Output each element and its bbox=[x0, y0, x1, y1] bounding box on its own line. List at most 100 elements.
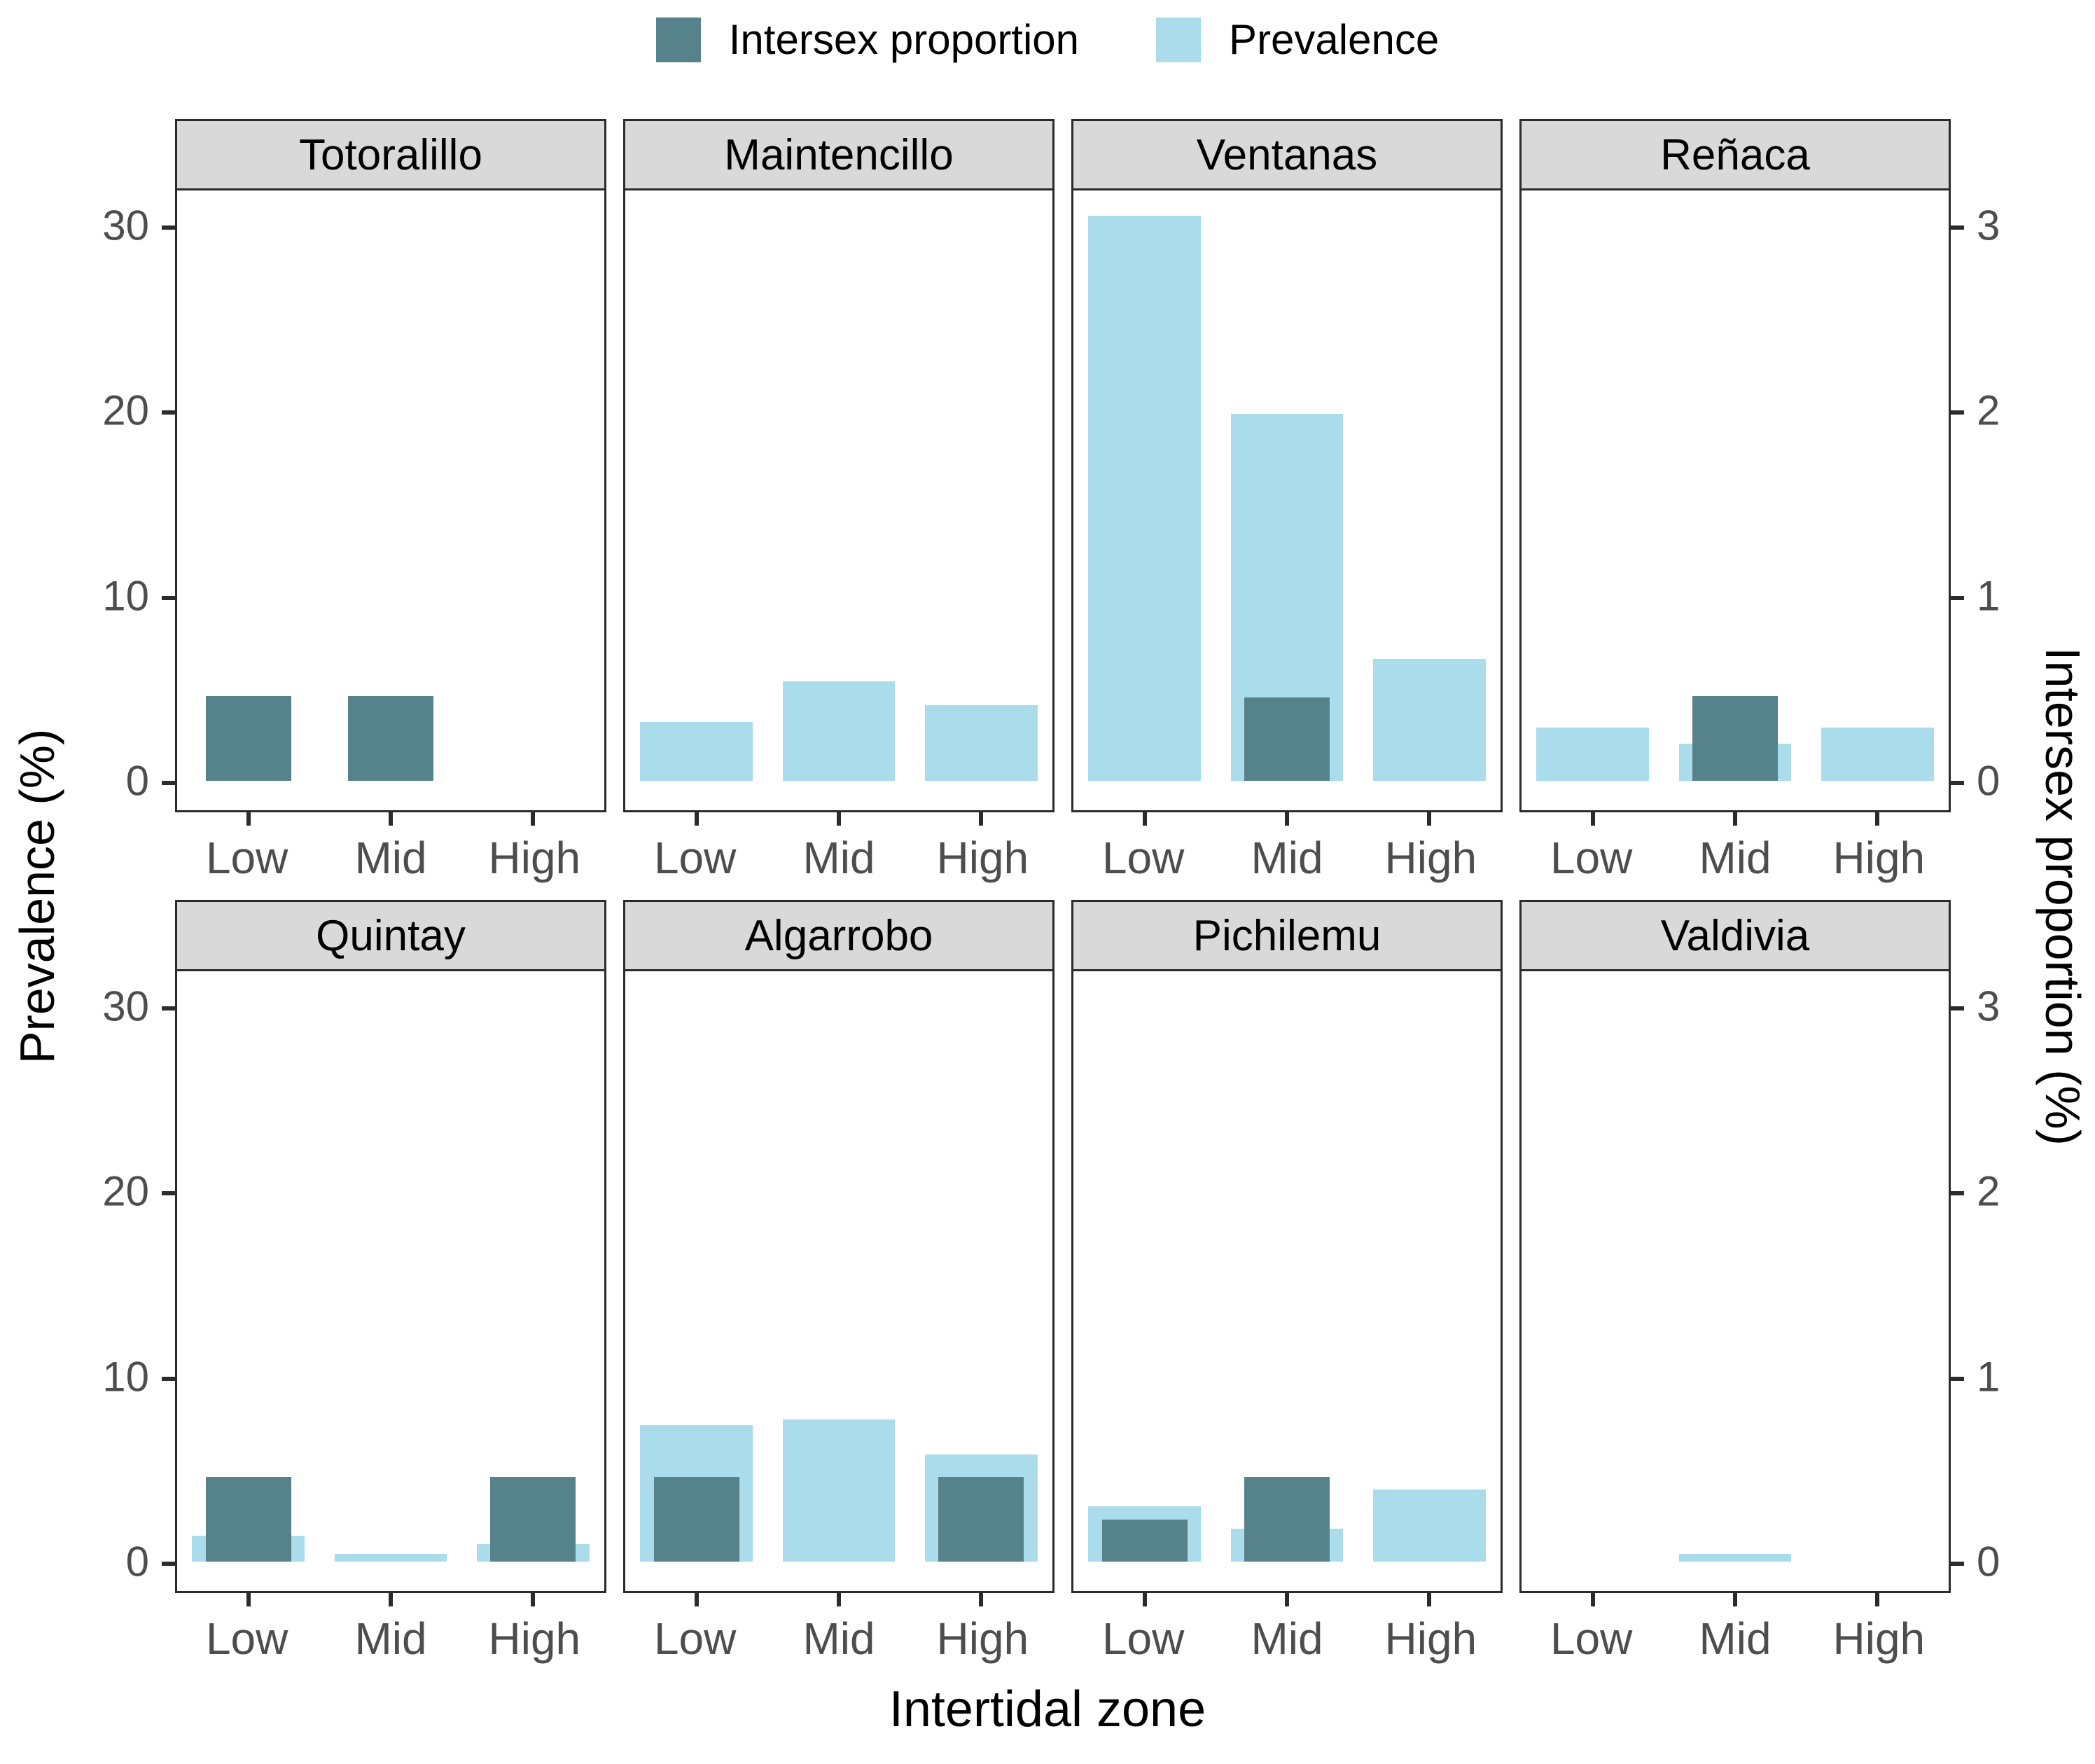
bar-prevalence-mid bbox=[1678, 1553, 1792, 1562]
plot-area: 0 1 2 3 bbox=[1519, 971, 2000, 1606]
facet-strip: Pichilemu bbox=[1071, 900, 1503, 971]
x-axis-label-low: Low bbox=[1101, 833, 1185, 883]
plot-area bbox=[623, 190, 1055, 826]
right-axis-tick bbox=[1949, 225, 1964, 230]
x-axis-label-high: High bbox=[488, 1613, 581, 1664]
right-axis-tick-label: 0 bbox=[1977, 1538, 2000, 1585]
bar-prevalence-high bbox=[1373, 658, 1486, 782]
left-axis-tick-label: 10 bbox=[102, 1353, 149, 1401]
facet-strip: Maintencillo bbox=[623, 119, 1055, 190]
bar-prevalence-mid bbox=[334, 1553, 447, 1562]
bar-intersex-mid bbox=[1244, 1476, 1330, 1562]
x-axis-label-low: Low bbox=[1550, 833, 1633, 883]
plot-area: 0 1 2 3 bbox=[1519, 190, 2000, 826]
x-axis-label-mid: Mid bbox=[354, 833, 427, 883]
x-axis-tick bbox=[531, 810, 536, 826]
bar-prevalence-high bbox=[1373, 1489, 1486, 1562]
right-axis-tick bbox=[1949, 1006, 1964, 1011]
x-axis-label-mid: Mid bbox=[1699, 833, 1772, 883]
bar-prevalence-mid bbox=[782, 681, 896, 782]
x-axis-tick bbox=[837, 1591, 841, 1606]
right-axis-tick bbox=[1949, 781, 1964, 786]
x-axis-title: Intertidal zone bbox=[889, 1681, 1206, 1737]
x-axis-tick bbox=[1285, 1591, 1289, 1606]
legend-label-intersex: Intersex proportion bbox=[728, 16, 1080, 63]
x-axis-label-high: High bbox=[1384, 833, 1477, 883]
x-axis-tick bbox=[246, 1591, 251, 1606]
facet-strip-label: Reñaca bbox=[1660, 130, 1810, 179]
bar-intersex-low bbox=[205, 1476, 291, 1562]
right-axis-tick-label: 2 bbox=[1977, 1167, 2000, 1215]
x-axis-tick bbox=[1590, 1591, 1595, 1606]
facet-strip-label: Maintencillo bbox=[724, 130, 954, 179]
right-axis-tick bbox=[1949, 1562, 1964, 1567]
legend-item-prevalence: Prevalence bbox=[1156, 15, 1439, 64]
left-axis-tick-label: 20 bbox=[102, 1167, 149, 1215]
right-axis-tick-label: 2 bbox=[1977, 387, 2000, 434]
x-axis-label-high: High bbox=[488, 833, 581, 883]
facet-strip-label: Pichilemu bbox=[1192, 911, 1381, 960]
facet-strip: Ventanas bbox=[1071, 119, 1503, 190]
x-axis-tick bbox=[1285, 810, 1289, 826]
bar-intersex-mid bbox=[1244, 697, 1330, 782]
facet-strip: Reñaca bbox=[1519, 119, 1951, 190]
plot-area bbox=[623, 971, 1055, 1606]
bar-intersex-mid bbox=[348, 695, 433, 782]
legend: Intersex proportion Prevalence bbox=[0, 15, 2095, 64]
x-axis-tick bbox=[694, 810, 699, 826]
x-axis-tick bbox=[389, 810, 393, 826]
x-axis-tick bbox=[694, 1591, 699, 1606]
x-axis-labels: Low Mid High bbox=[623, 1593, 1055, 1674]
x-axis-label-low: Low bbox=[205, 1613, 288, 1664]
bar-prevalence-high bbox=[925, 704, 1038, 782]
left-axis-tick bbox=[162, 595, 177, 600]
intersex-color-swatch bbox=[655, 17, 701, 62]
legend-label-prevalence: Prevalence bbox=[1229, 16, 1440, 63]
x-axis-tick bbox=[1875, 810, 1880, 826]
x-axis-label-mid: Mid bbox=[1251, 833, 1323, 883]
x-axis-tick bbox=[1427, 810, 1432, 826]
facet-panel-maintencillo: Maintencillo Low Mid High bbox=[623, 119, 1055, 893]
left-axis-tick bbox=[162, 781, 177, 786]
x-axis-label-high: High bbox=[1384, 1613, 1477, 1664]
right-axis-tick bbox=[1949, 1191, 1964, 1196]
facet-strip: Totoralillo bbox=[175, 119, 606, 190]
x-axis-labels: Low Mid High bbox=[175, 1593, 606, 1674]
x-axis-label-low: Low bbox=[653, 833, 737, 883]
x-axis-tick bbox=[1875, 1591, 1880, 1606]
bar-intersex-high bbox=[938, 1476, 1024, 1562]
left-axis-tick bbox=[162, 1562, 177, 1567]
bar-intersex-high bbox=[490, 1476, 576, 1562]
right-axis-tick-label: 1 bbox=[1977, 1353, 2000, 1401]
x-axis-labels: Low Mid High bbox=[1519, 812, 1951, 893]
bar-intersex-low bbox=[653, 1476, 739, 1562]
left-axis-tick bbox=[162, 1006, 177, 1011]
x-axis-label-low: Low bbox=[205, 833, 288, 883]
facet-panel-ventanas: Ventanas Low Mid High bbox=[1071, 119, 1503, 893]
left-axis-tick-label: 30 bbox=[102, 202, 149, 249]
x-axis-tick bbox=[1142, 810, 1147, 826]
left-axis-tick-label: 30 bbox=[102, 982, 149, 1030]
right-axis-tick bbox=[1949, 1376, 1964, 1381]
facet-panel-pichilemu: Pichilemu Low Mid High bbox=[1071, 900, 1503, 1674]
x-axis-tick bbox=[1733, 810, 1737, 826]
left-axis-tick bbox=[162, 410, 177, 415]
plot-area: 0 10 20 30 bbox=[102, 190, 606, 826]
left-axis-title: Prevalence (%) bbox=[10, 728, 64, 1064]
facet-strip: Quintay bbox=[175, 900, 606, 971]
plot-area: 0 10 20 30 bbox=[102, 971, 606, 1606]
bar-prevalence-low bbox=[1536, 727, 1649, 782]
x-axis-label-low: Low bbox=[653, 1613, 737, 1664]
x-axis-label-high: High bbox=[1832, 833, 1926, 883]
x-axis-tick bbox=[979, 1591, 984, 1606]
bar-prevalence-low bbox=[640, 721, 753, 782]
x-axis-labels: Low Mid High bbox=[623, 812, 1055, 893]
bar-intersex-low bbox=[1101, 1519, 1188, 1562]
x-axis-labels: Low Mid High bbox=[1071, 1593, 1503, 1674]
x-axis-tick bbox=[979, 810, 984, 826]
facet-strip-label: Ventanas bbox=[1196, 130, 1378, 179]
left-axis-tick-label: 0 bbox=[125, 757, 149, 805]
plot-area bbox=[1071, 971, 1503, 1606]
left-axis-tick bbox=[162, 1191, 177, 1196]
